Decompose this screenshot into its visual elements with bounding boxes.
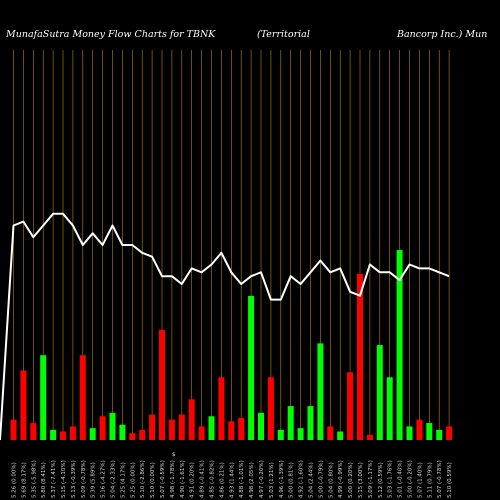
x-tick-label: 5.03 (-1.76%) xyxy=(388,460,394,498)
volume-bar xyxy=(79,355,86,440)
volume-bar xyxy=(50,429,57,440)
volume-bar xyxy=(178,414,185,440)
x-tick-label: 5.35 (-5.98%) xyxy=(31,460,37,498)
volume-bar xyxy=(119,424,126,440)
volume-bar xyxy=(258,412,264,440)
volume-bar xyxy=(198,426,205,440)
x-tick-label: 5.12 (0.59%) xyxy=(378,462,384,498)
x-tick-label: 5.09 (-1.17%) xyxy=(368,460,374,498)
volume-bar xyxy=(30,423,37,440)
x-tick-label: 5.10 (0.00%) xyxy=(150,462,156,498)
volume-bar xyxy=(267,377,274,440)
volume-bar xyxy=(396,250,403,440)
x-tick-label: 5.37 (-7.41%) xyxy=(51,460,57,498)
volume-bar xyxy=(208,416,215,440)
money-flow-line xyxy=(0,212,450,441)
volume-bar xyxy=(89,428,96,440)
x-tick-label: 5.13 (-0.39%) xyxy=(71,460,77,498)
x-tick-label: 5.15 (3.00%) xyxy=(358,462,364,498)
x-tick-label: 4.89 (-0.41%) xyxy=(200,460,206,498)
x-tick-label: 5.07 (1.40%) xyxy=(417,462,423,498)
volume-bar xyxy=(149,414,156,440)
volume-bar xyxy=(248,295,255,440)
volume-bar xyxy=(60,431,66,440)
x-tick-label: 4.98 (2.05%) xyxy=(249,462,255,498)
x-tick-label: 5.01 (-0.40%) xyxy=(398,460,404,498)
x-tick-label: 5.16 (-4.27%) xyxy=(101,460,107,498)
x-tick-label: 5.04 (-2.33%) xyxy=(111,460,117,498)
volume-bar xyxy=(297,428,304,440)
x-tick-label: 4.96 (-1.39%) xyxy=(279,460,285,498)
volume-bar xyxy=(40,355,47,440)
volume-bar xyxy=(139,429,146,440)
volume-bar xyxy=(99,416,106,440)
x-tick-label: 5.03 (1.21%) xyxy=(269,462,275,498)
x-tick-label: 5.69 (8.17%) xyxy=(21,462,27,498)
volume-bar xyxy=(228,421,235,440)
volume-bar xyxy=(20,370,27,440)
x-tick-label: 5.39 (5.89%) xyxy=(91,462,97,498)
x-tick-label: 4.97 (-0.20%) xyxy=(259,460,265,498)
volume-bar xyxy=(218,377,225,440)
x-tick-label: 5.04 (2.44%) xyxy=(309,462,315,498)
x-tick-label: 4.90 (-1.61%) xyxy=(180,460,186,498)
chart-title: MunafaSutra Money Flow Charts for TBNK xyxy=(6,29,216,40)
x-tick-label: 5.80 (8.41%) xyxy=(41,462,47,498)
x-tick-label: 4.88 (-1.01%) xyxy=(239,460,245,498)
x-tick-label: 5.11 (0.79%) xyxy=(427,462,433,498)
volume-bar xyxy=(109,412,116,440)
x-tick-label: 4.86 (0.21%) xyxy=(219,462,225,498)
volume-bar xyxy=(238,417,245,440)
x-tick-label: 5.15 (-4.10%) xyxy=(61,460,67,498)
volume-bar xyxy=(426,423,433,440)
x-tick-label: 4.93 (1.44%) xyxy=(229,462,235,498)
x-tick-label: 5.10 (0.59%) xyxy=(447,462,453,498)
x-tick-label: 5.04 (0.80%) xyxy=(328,462,334,498)
x-tick-label: 4.92 (-1.60%) xyxy=(299,460,305,498)
volume-bar xyxy=(337,431,344,440)
volume-bar xyxy=(406,426,413,440)
volume-bar xyxy=(376,345,383,440)
volume-bar xyxy=(446,426,453,440)
volume-bar xyxy=(168,419,175,440)
volume-bar xyxy=(159,329,165,440)
x-tick-label: 5.00 (-0.79%) xyxy=(318,460,324,498)
chart-title-company: (Territorial xyxy=(257,29,310,40)
x-tick-label: 4.91 (0.20%) xyxy=(190,462,196,498)
volume-bar xyxy=(69,426,76,440)
volume-bar xyxy=(386,377,393,440)
x-tick-label: 4.85 (-0.82%) xyxy=(210,460,216,498)
x-tick-label: 5.09 (-0.78%) xyxy=(81,460,87,498)
volume-bar xyxy=(416,419,423,440)
volume-bar xyxy=(277,429,284,440)
volume-bar xyxy=(188,399,195,440)
volume-bar xyxy=(436,429,443,440)
x-tick-label: 5.00 (0.81%) xyxy=(289,462,295,498)
volume-bar xyxy=(357,273,363,440)
x-tick-label: 5.10 (-2.86%) xyxy=(140,460,146,498)
x-tick-label: 5.26 (0.00%) xyxy=(12,462,18,498)
x-tick-label: 4.98 (-1.78%) xyxy=(170,460,176,498)
volume-bar xyxy=(347,372,354,440)
volume-bar xyxy=(307,406,314,440)
x-tick-label: 5.07 (-0.78%) xyxy=(437,460,443,498)
volume-bar xyxy=(129,433,136,440)
x-tick-label: 5.25 (4.17%) xyxy=(120,462,126,498)
volume-bar xyxy=(287,406,294,440)
annotation: $ xyxy=(172,452,176,458)
x-tick-label: 5.25 (0.00%) xyxy=(130,462,136,498)
x-tick-label: 5.00 (0.20%) xyxy=(348,462,354,498)
x-tick-label: 5.07 (-0.59%) xyxy=(160,460,166,498)
x-tick-label: 5.00 (-0.20%) xyxy=(408,460,414,498)
volume-bar xyxy=(317,343,324,440)
volume-bar xyxy=(327,426,334,440)
volume-bar xyxy=(366,434,373,440)
chart-title-company-cont: Bancorp Inc.) Mun xyxy=(397,29,488,40)
x-tick-label: 4.99 (-0.99%) xyxy=(338,460,344,498)
volume-bar xyxy=(10,419,17,440)
